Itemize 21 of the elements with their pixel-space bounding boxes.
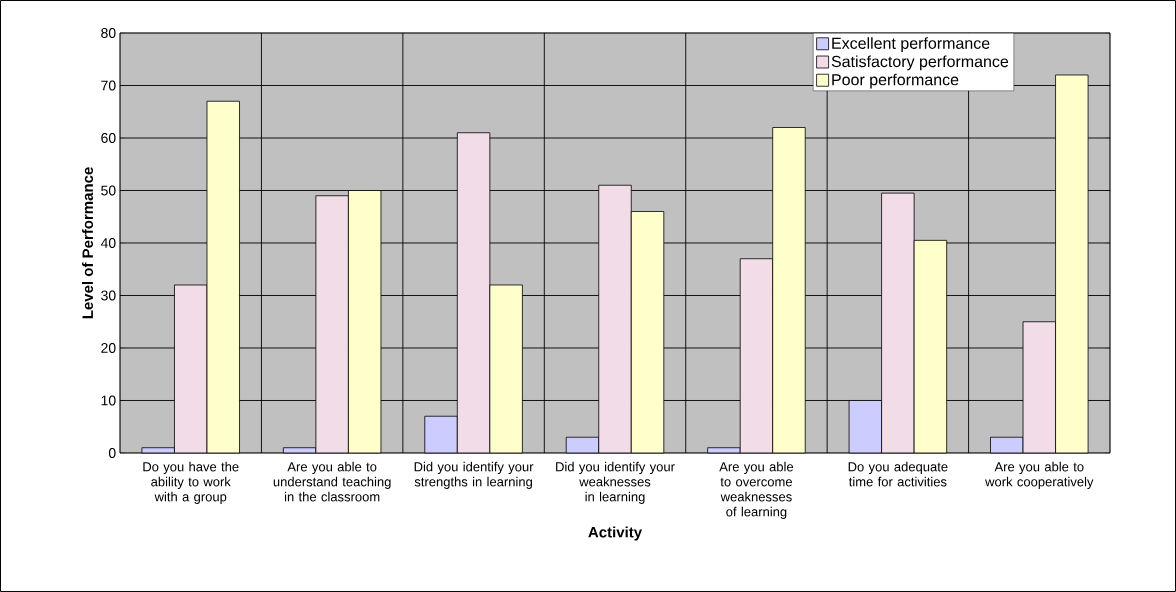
x-tick-label: Do you adequate time for activities <box>848 461 948 487</box>
y-tick-label: 60 <box>101 133 116 143</box>
y-tick-label: 0 <box>108 448 116 458</box>
legend-label: Satisfactory performance <box>831 55 1009 71</box>
legend-label: Poor performance <box>832 73 959 89</box>
x-tick-label: Are you able to understand teaching in the classroom <box>273 461 391 502</box>
x-tick-label: Do you have the ability to work with a group <box>143 461 239 504</box>
legend-label: Excellent performance <box>832 37 990 53</box>
y-axis-title: Level of Performance <box>82 167 94 319</box>
y-tick-label: 50 <box>101 185 116 196</box>
x-tick-label: Did you identify your strengths in learning <box>414 461 534 489</box>
y-tick-label: 80 <box>101 28 116 38</box>
x-tick-label: Did you identify your weaknesses in learning <box>556 461 675 504</box>
y-tick-label: 30 <box>101 290 116 301</box>
x-tick-label: Are you able to work cooperatively <box>985 461 1094 489</box>
y-tick-label: 10 <box>101 395 116 406</box>
y-tick-label: 40 <box>100 238 116 248</box>
x-axis-title: Activity <box>588 526 643 541</box>
y-tick-label: 70 <box>101 80 116 91</box>
y-tick-label: 20 <box>101 343 116 353</box>
x-tick-label: Are you able to overcome weaknesses of learning <box>719 461 794 519</box>
